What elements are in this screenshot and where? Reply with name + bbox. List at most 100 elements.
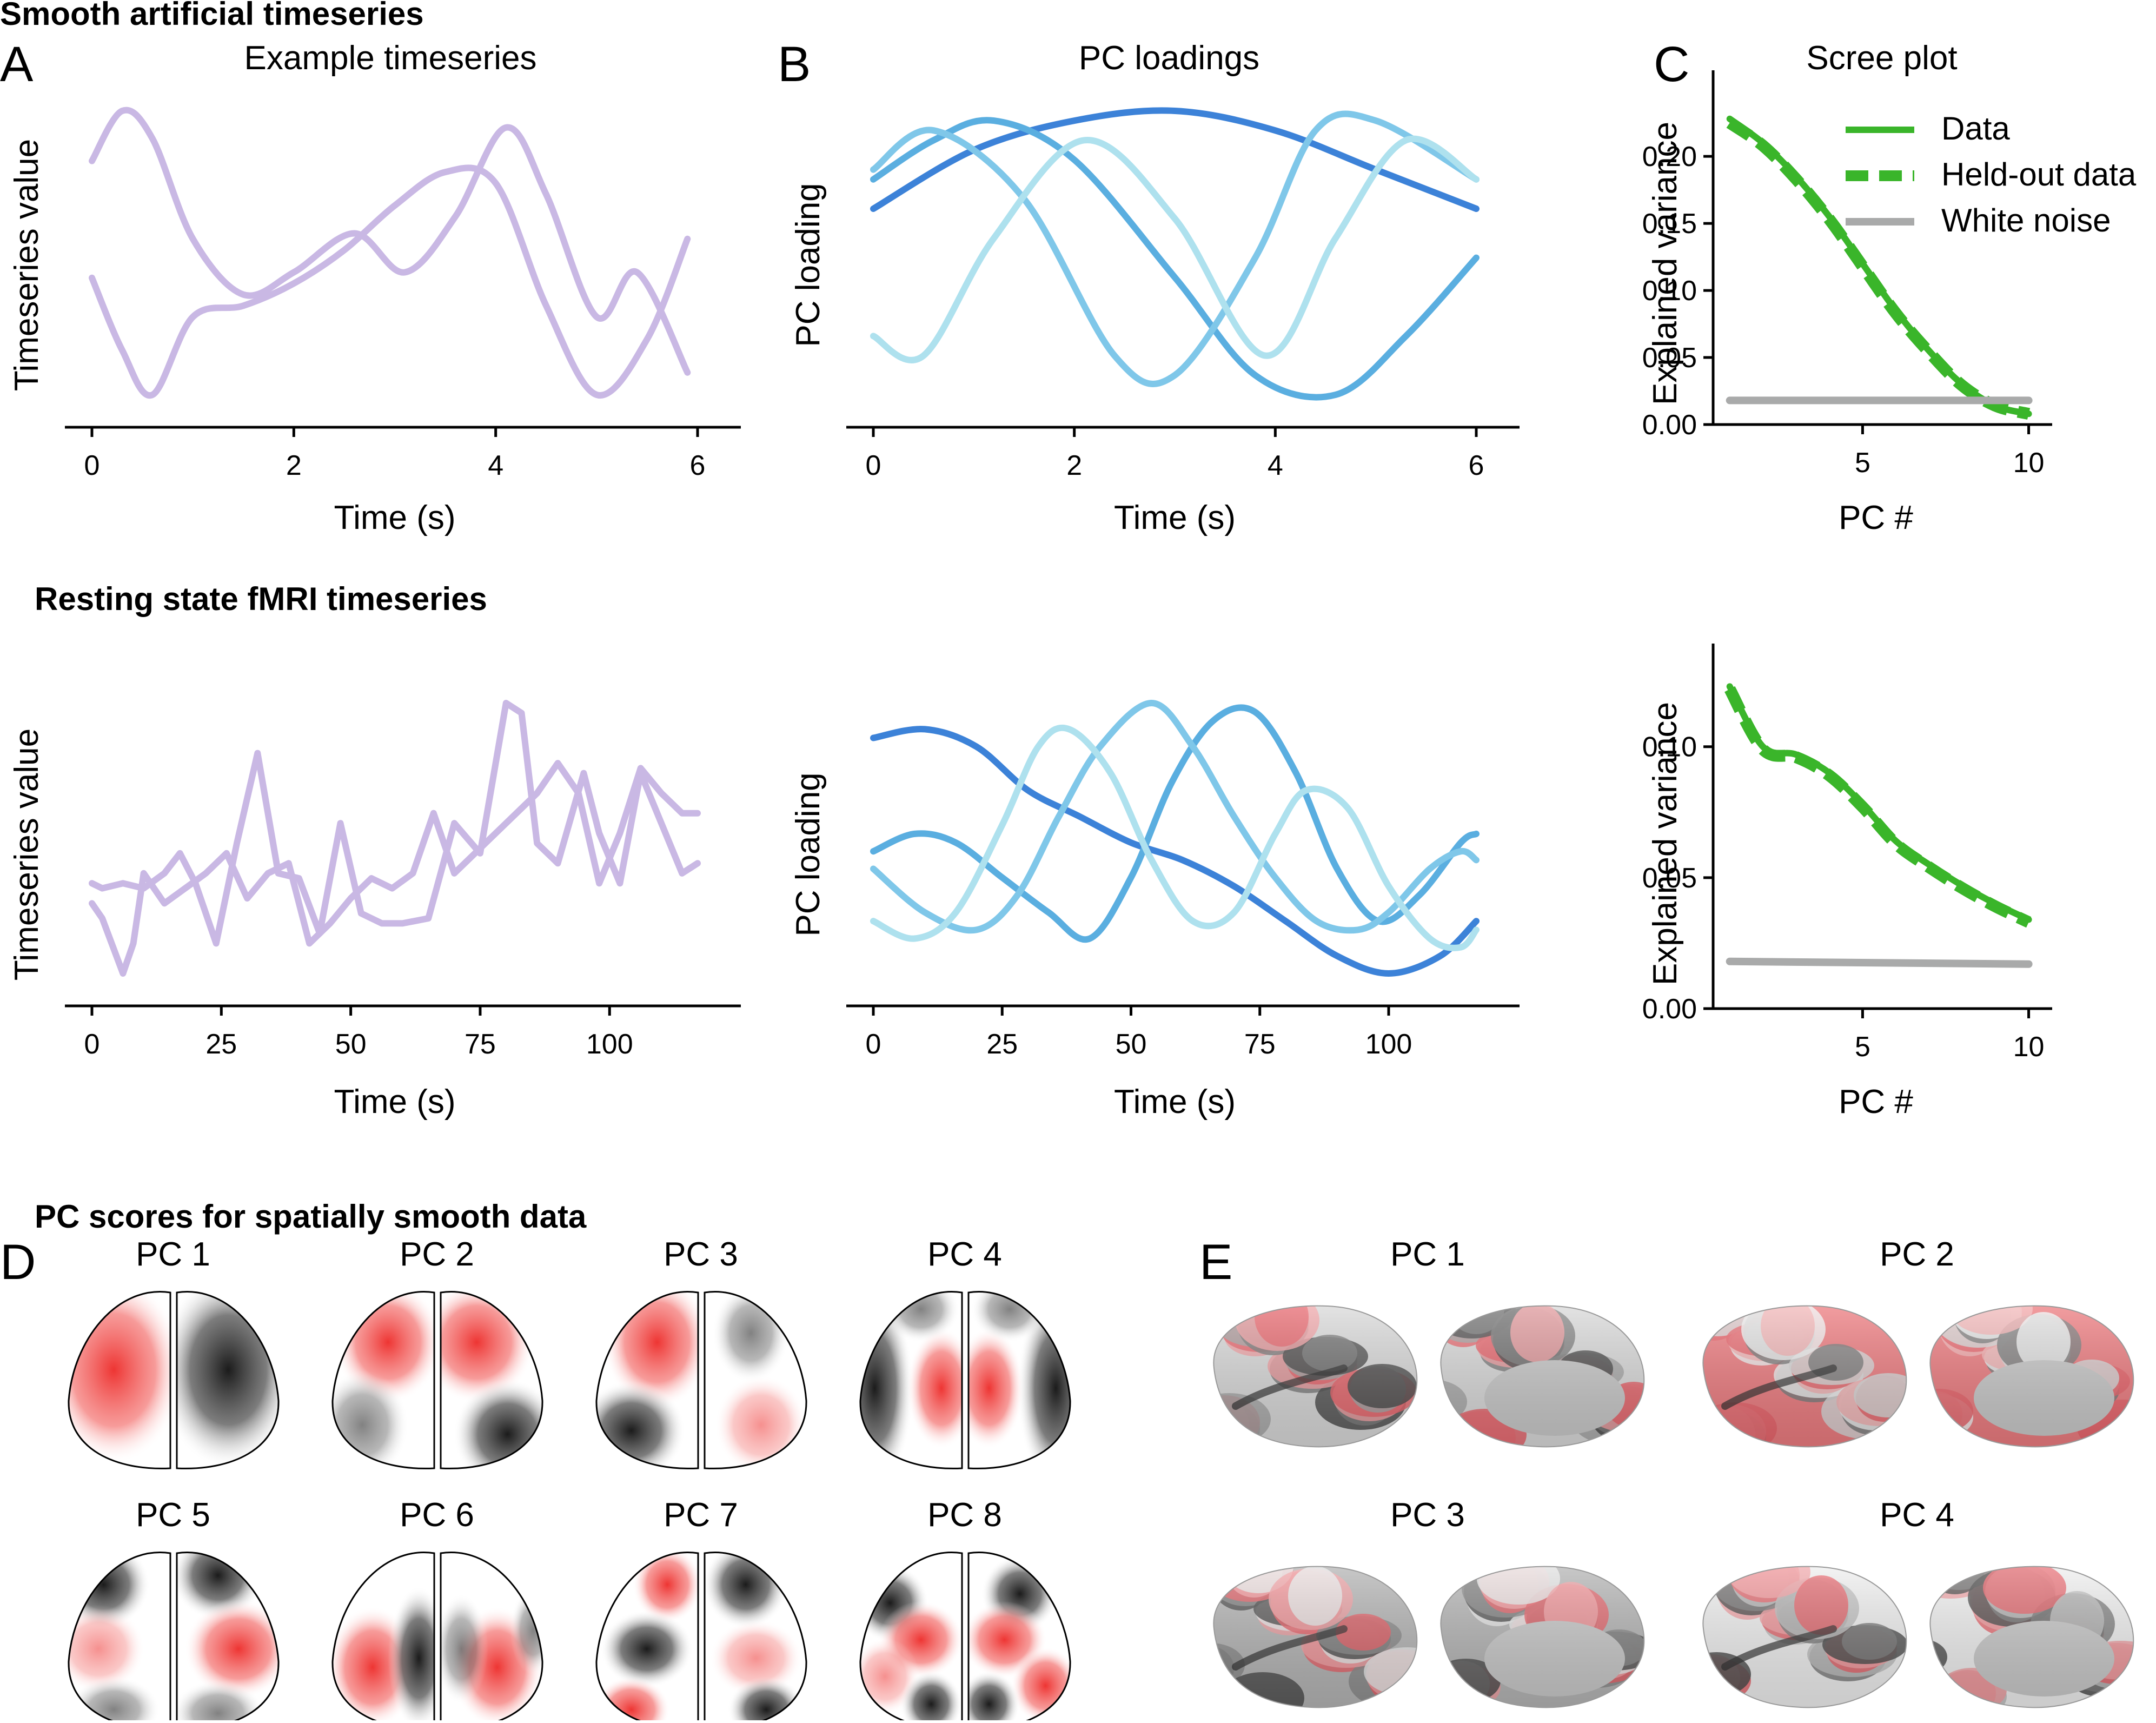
negative-score-blob — [712, 1291, 790, 1383]
panel-e-maps: PC 1 PC 2 PC 3 PC 4 — [1213, 1236, 2134, 1708]
chart-c-bottom: 5 10 0.00 0.05 0.10 PC # Explained variance — [1642, 644, 2052, 1121]
x-tick-label: 25 — [205, 1029, 237, 1060]
x-tick-label: 75 — [465, 1029, 496, 1060]
chart-b-top: 0 2 4 6 Time (s) PC loading — [790, 107, 1520, 536]
positive-score-blob — [596, 1676, 670, 1723]
section-heading-smooth: Smooth artificial timeseries — [0, 0, 424, 32]
pc-loading-line-4 — [870, 135, 1480, 363]
negative-score-blob — [510, 1586, 543, 1675]
scree-line-data — [1726, 683, 2032, 923]
panel-title-b: PC loadings — [1079, 39, 1259, 77]
pc-loading-line-2 — [870, 117, 1480, 401]
cortex-shading — [1440, 1305, 1645, 1448]
mouse-map-title: PC 2 — [400, 1236, 474, 1273]
x-axis-label: Time (s) — [1114, 499, 1236, 536]
brain-map-pc-3: PC 3 — [1213, 1496, 1645, 1708]
x-tick-label: 0 — [84, 450, 100, 481]
x-tick-label: 50 — [335, 1029, 367, 1060]
x-tick-label: 75 — [1244, 1029, 1276, 1060]
x-axis-label: PC # — [1839, 1083, 1913, 1121]
negative-score-blob — [332, 1370, 409, 1469]
brain-map-title: PC 4 — [1880, 1496, 1954, 1534]
mouse-map-pc-2: PC 2 — [331, 1236, 543, 1469]
panel-label-d: D — [0, 1235, 36, 1290]
mouse-map-pc-4: PC 4 — [859, 1236, 1071, 1469]
scree-line-noise — [1726, 957, 2033, 968]
left-hemisphere-outline — [68, 1552, 171, 1723]
mouse-map-title: PC 7 — [664, 1496, 738, 1534]
mouse-map-pc-8: PC 8 — [859, 1496, 1071, 1723]
timeseries-line — [89, 164, 691, 399]
cortex-shading — [1702, 1305, 1907, 1448]
left-hemisphere-outline — [331, 1291, 435, 1469]
left-hemisphere — [596, 1552, 698, 1723]
section-heading-spatial: PC scores for spatially smooth data — [35, 1198, 587, 1235]
cortex-shading — [1213, 1305, 1418, 1448]
x-tick-label: 2 — [1066, 450, 1082, 481]
section-heading-fmri: Resting state fMRI timeseries — [35, 581, 487, 617]
negative-score-blob — [971, 1291, 1049, 1343]
panel-title-c: Scree plot — [1806, 39, 1957, 77]
panel-title-a: Example timeseries — [244, 39, 537, 77]
y-tick-label: 0.00 — [1642, 409, 1697, 441]
left-hemisphere-outline — [595, 1291, 699, 1469]
positive-score-blob — [68, 1291, 170, 1464]
scree-line-heldout — [1724, 686, 2032, 928]
negative-score-blob — [388, 1586, 434, 1723]
legend-label-heldout: Held-out data — [1941, 156, 2137, 193]
pc-loading-line-2 — [870, 704, 1480, 943]
mouse-map-title: PC 1 — [136, 1236, 210, 1273]
brain-map-pc-1: PC 1 — [1213, 1236, 1645, 1448]
right-hemisphere — [177, 1552, 279, 1723]
mouse-map-title: PC 3 — [664, 1236, 738, 1273]
mouse-map-pc-3: PC 3 — [595, 1236, 807, 1469]
right-hemisphere-outline — [704, 1552, 807, 1723]
x-tick-label: 4 — [1268, 450, 1283, 481]
positive-score-blob — [715, 1375, 807, 1469]
negative-score-blob — [441, 1594, 488, 1704]
x-tick-label: 25 — [986, 1029, 1018, 1060]
negative-score-blob — [1017, 1291, 1071, 1469]
y-tick-label: 0.10 — [1642, 275, 1697, 307]
x-tick-label: 2 — [286, 450, 302, 481]
x-axis-label: Time (s) — [1114, 1083, 1236, 1121]
pc-loading-line-4 — [870, 724, 1480, 951]
negative-score-blob — [596, 1381, 686, 1469]
mouse-map-title: PC 8 — [927, 1496, 1002, 1534]
x-tick-label: 5 — [1855, 1031, 1870, 1063]
chart-b-bottom: 0 25 50 75 100 Time (s) PC loading — [790, 700, 1520, 1121]
y-tick-label: 0.05 — [1642, 863, 1697, 894]
y-axis-label: Explained variance — [1647, 122, 1684, 405]
y-axis-label: PC loading — [790, 183, 827, 347]
positive-score-blob — [632, 1552, 698, 1623]
negative-score-blob — [177, 1291, 279, 1469]
left-hemisphere — [332, 1552, 434, 1723]
left-hemisphere — [860, 1552, 962, 1723]
x-tick-label: 5 — [1855, 447, 1870, 479]
legend-label-data: Data — [1941, 110, 2010, 147]
brain-map-title: PC 1 — [1390, 1236, 1465, 1273]
brain-map-pc-2: PC 2 — [1702, 1236, 2134, 1448]
x-tick-label: 6 — [690, 450, 706, 481]
right-hemisphere-outline — [967, 1291, 1071, 1469]
right-hemisphere — [441, 1552, 543, 1723]
y-tick-label: 0.05 — [1642, 342, 1697, 374]
timeseries-line — [89, 107, 691, 376]
mouse-map-pc-5: PC 5 — [68, 1496, 280, 1723]
x-axis-label: PC # — [1839, 499, 1913, 536]
pc-loading-line-3 — [870, 700, 1480, 934]
x-tick-label: 6 — [1469, 450, 1484, 481]
right-hemisphere — [705, 1291, 807, 1469]
mouse-map-title: PC 4 — [927, 1236, 1002, 1273]
left-hemisphere-outline — [331, 1552, 435, 1723]
left-hemisphere — [68, 1291, 170, 1469]
right-hemisphere-outline — [176, 1291, 280, 1469]
left-hemisphere-outline — [859, 1291, 963, 1469]
cortex-shading — [1929, 1566, 2134, 1708]
y-tick-label: 0.10 — [1642, 732, 1697, 763]
x-tick-label: 0 — [866, 450, 881, 481]
positive-score-blob — [709, 1619, 802, 1697]
negative-score-blob — [860, 1291, 913, 1469]
